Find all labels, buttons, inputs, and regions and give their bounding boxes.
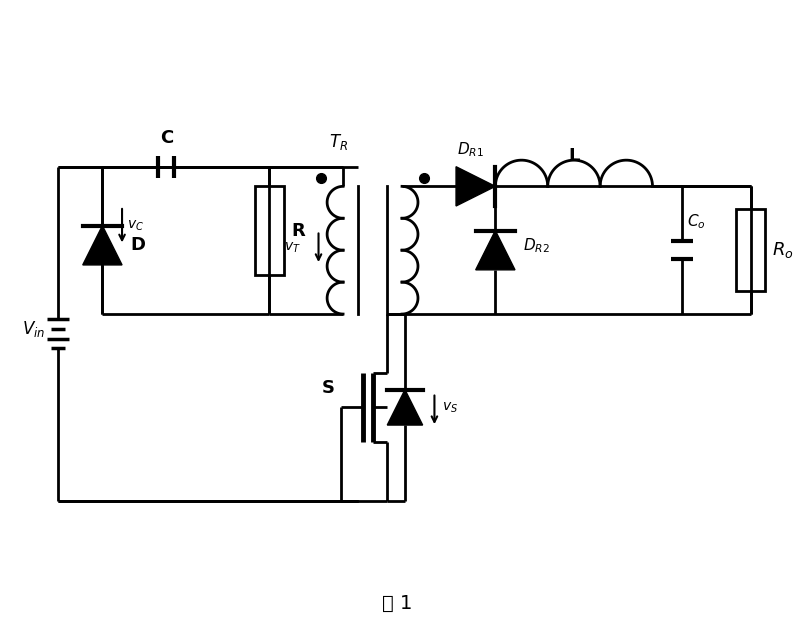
Polygon shape bbox=[476, 231, 515, 270]
Text: $T_R$: $T_R$ bbox=[329, 132, 348, 152]
Text: $D_{R2}$: $D_{R2}$ bbox=[523, 236, 550, 255]
Polygon shape bbox=[387, 390, 422, 425]
Bar bbox=[254, 186, 284, 275]
Text: L: L bbox=[568, 146, 580, 165]
Text: $R_o$: $R_o$ bbox=[772, 240, 794, 260]
Bar bbox=[736, 209, 766, 292]
Text: S: S bbox=[322, 378, 335, 397]
Text: D: D bbox=[130, 236, 145, 254]
Text: $v_S$: $v_S$ bbox=[442, 400, 458, 415]
Polygon shape bbox=[82, 226, 122, 265]
Text: 图 1: 图 1 bbox=[382, 594, 412, 613]
Polygon shape bbox=[456, 167, 495, 206]
Text: $v_C$: $v_C$ bbox=[127, 219, 144, 233]
Text: $v_T$: $v_T$ bbox=[284, 240, 301, 255]
Text: $V_{in}$: $V_{in}$ bbox=[22, 319, 46, 339]
Text: $C_o$: $C_o$ bbox=[687, 212, 706, 231]
Text: R: R bbox=[291, 221, 305, 240]
Text: C: C bbox=[160, 129, 173, 147]
Text: $D_{R1}$: $D_{R1}$ bbox=[458, 140, 484, 159]
